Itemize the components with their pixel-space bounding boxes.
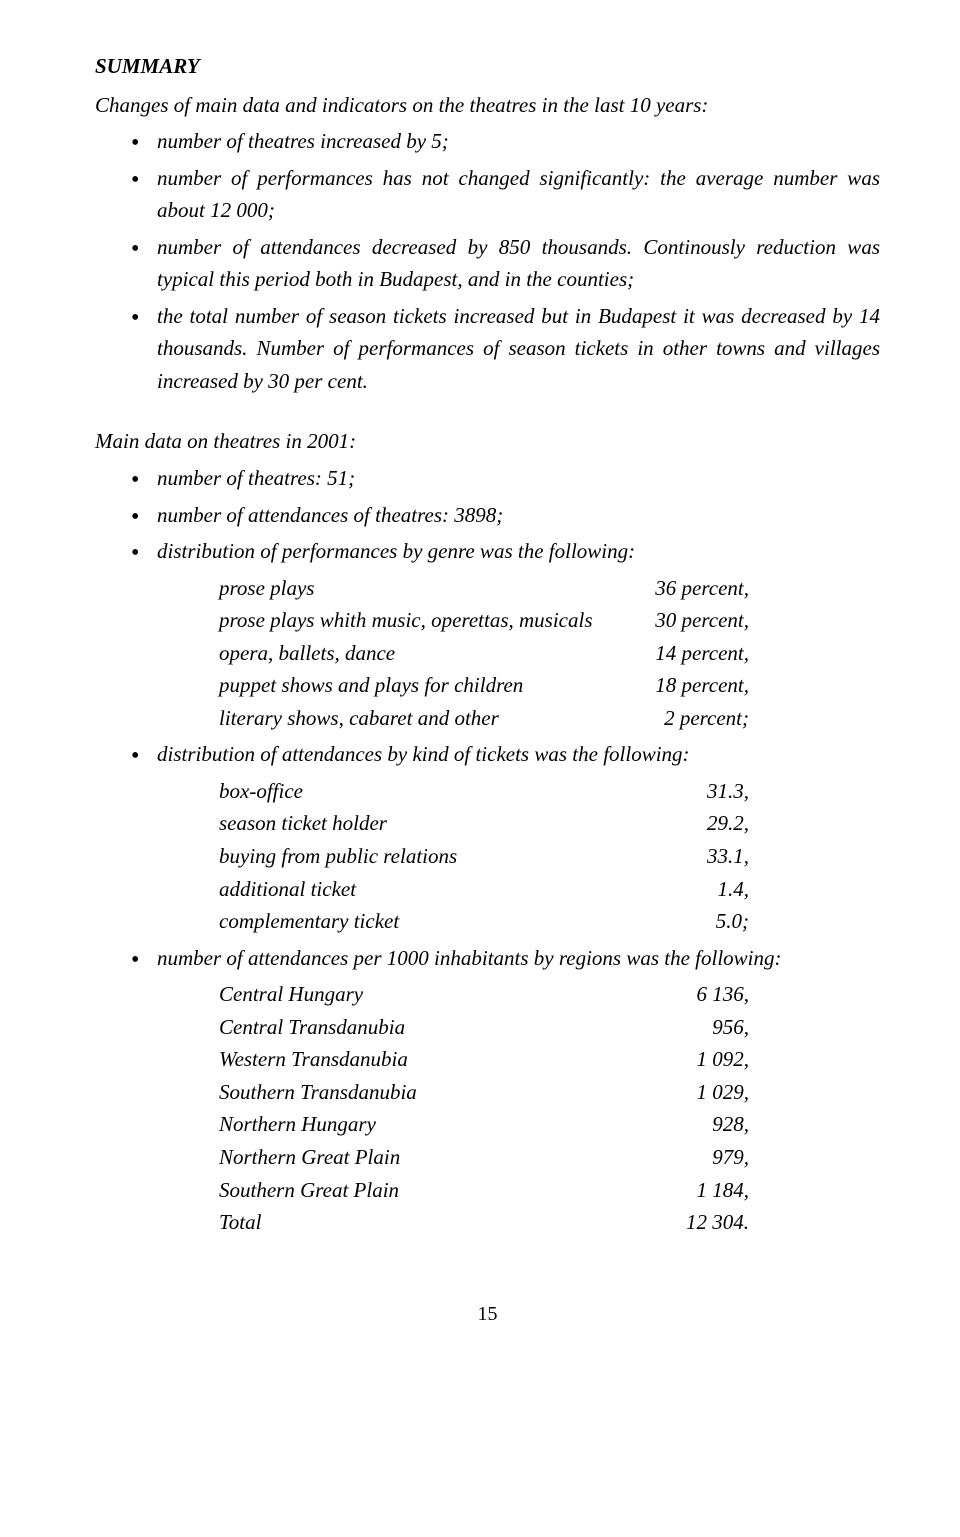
list-item: number of theatres: 51; [131,462,880,495]
table-row: literary shows, cabaret and other2 perce… [219,702,880,735]
row-label: prose plays whith music, operettas, musi… [219,604,629,637]
row-value: 979, [629,1141,749,1174]
sub-table: Central Hungary6 136,Central Transdanubi… [219,978,880,1238]
table-row: Southern Transdanubia1 029, [219,1076,880,1109]
table-row: prose plays36 percent, [219,572,880,605]
list-item: distribution of performances by genre wa… [131,535,880,734]
row-value: 1 092, [629,1043,749,1076]
table-row: Central Hungary6 136, [219,978,880,1011]
changes-list: number of theatres increased by 5; number… [95,125,880,397]
row-value: 1 184, [629,1174,749,1207]
list-item-text: distribution of performances by genre wa… [157,539,635,563]
sub-table: box-office31.3,season ticket holder29.2,… [219,775,880,938]
table-row: Northern Hungary928, [219,1108,880,1141]
row-value: 14 percent, [629,637,749,670]
list-item: number of performances has not changed s… [131,162,880,227]
list-item: number of attendances decreased by 850 t… [131,231,880,296]
row-value: 12 304. [629,1206,749,1239]
row-value: 30 percent, [629,604,749,637]
list-item: number of attendances per 1000 inhabitan… [131,942,880,1239]
page-number: 15 [95,1299,880,1330]
row-label: Central Hungary [219,978,629,1011]
table-row: Northern Great Plain979, [219,1141,880,1174]
table-row: Total12 304. [219,1206,880,1239]
table-row: opera, ballets, dance14 percent, [219,637,880,670]
table-row: Central Transdanubia956, [219,1011,880,1044]
table-row: box-office31.3, [219,775,880,808]
row-label: complementary ticket [219,905,629,938]
row-value: 2 percent; [629,702,749,735]
row-value: 1.4, [629,873,749,906]
summary-heading: SUMMARY [95,50,880,83]
table-row: prose plays whith music, operettas, musi… [219,604,880,637]
row-value: 29.2, [629,807,749,840]
row-label: opera, ballets, dance [219,637,629,670]
section2-title: Main data on theatres in 2001: [95,425,880,458]
table-row: puppet shows and plays for children18 pe… [219,669,880,702]
row-value: 5.0; [629,905,749,938]
row-label: puppet shows and plays for children [219,669,629,702]
list-item: number of theatres increased by 5; [131,125,880,158]
row-label: Western Transdanubia [219,1043,629,1076]
table-row: buying from public relations33.1, [219,840,880,873]
list-item: the total number of season tickets incre… [131,300,880,398]
list-item-text: number of attendances of theatres: 3898; [157,503,503,527]
list-item-text: number of attendances per 1000 inhabitan… [157,946,782,970]
list-item-text: distribution of attendances by kind of t… [157,742,690,766]
row-label: prose plays [219,572,629,605]
list-item-text: number of theatres: 51; [157,466,355,490]
row-label: Northern Hungary [219,1108,629,1141]
table-row: Southern Great Plain1 184, [219,1174,880,1207]
row-value: 956, [629,1011,749,1044]
row-label: additional ticket [219,873,629,906]
table-row: complementary ticket5.0; [219,905,880,938]
row-label: Total [219,1206,629,1239]
row-label: season ticket holder [219,807,629,840]
row-label: literary shows, cabaret and other [219,702,629,735]
row-value: 6 136, [629,978,749,1011]
row-value: 928, [629,1108,749,1141]
row-label: Central Transdanubia [219,1011,629,1044]
table-row: Western Transdanubia1 092, [219,1043,880,1076]
row-label: Southern Transdanubia [219,1076,629,1109]
intro-text: Changes of main data and indicators on t… [95,89,880,122]
row-label: box-office [219,775,629,808]
row-label: Southern Great Plain [219,1174,629,1207]
table-row: season ticket holder29.2, [219,807,880,840]
row-value: 18 percent, [629,669,749,702]
row-value: 1 029, [629,1076,749,1109]
sub-table: prose plays36 percent,prose plays whith … [219,572,880,735]
row-value: 36 percent, [629,572,749,605]
list-item: number of attendances of theatres: 3898; [131,499,880,532]
table-row: additional ticket1.4, [219,873,880,906]
row-value: 31.3, [629,775,749,808]
row-value: 33.1, [629,840,749,873]
row-label: buying from public relations [219,840,629,873]
row-label: Northern Great Plain [219,1141,629,1174]
main-data-list: number of theatres: 51; number of attenda… [95,462,880,1239]
list-item: distribution of attendances by kind of t… [131,738,880,937]
